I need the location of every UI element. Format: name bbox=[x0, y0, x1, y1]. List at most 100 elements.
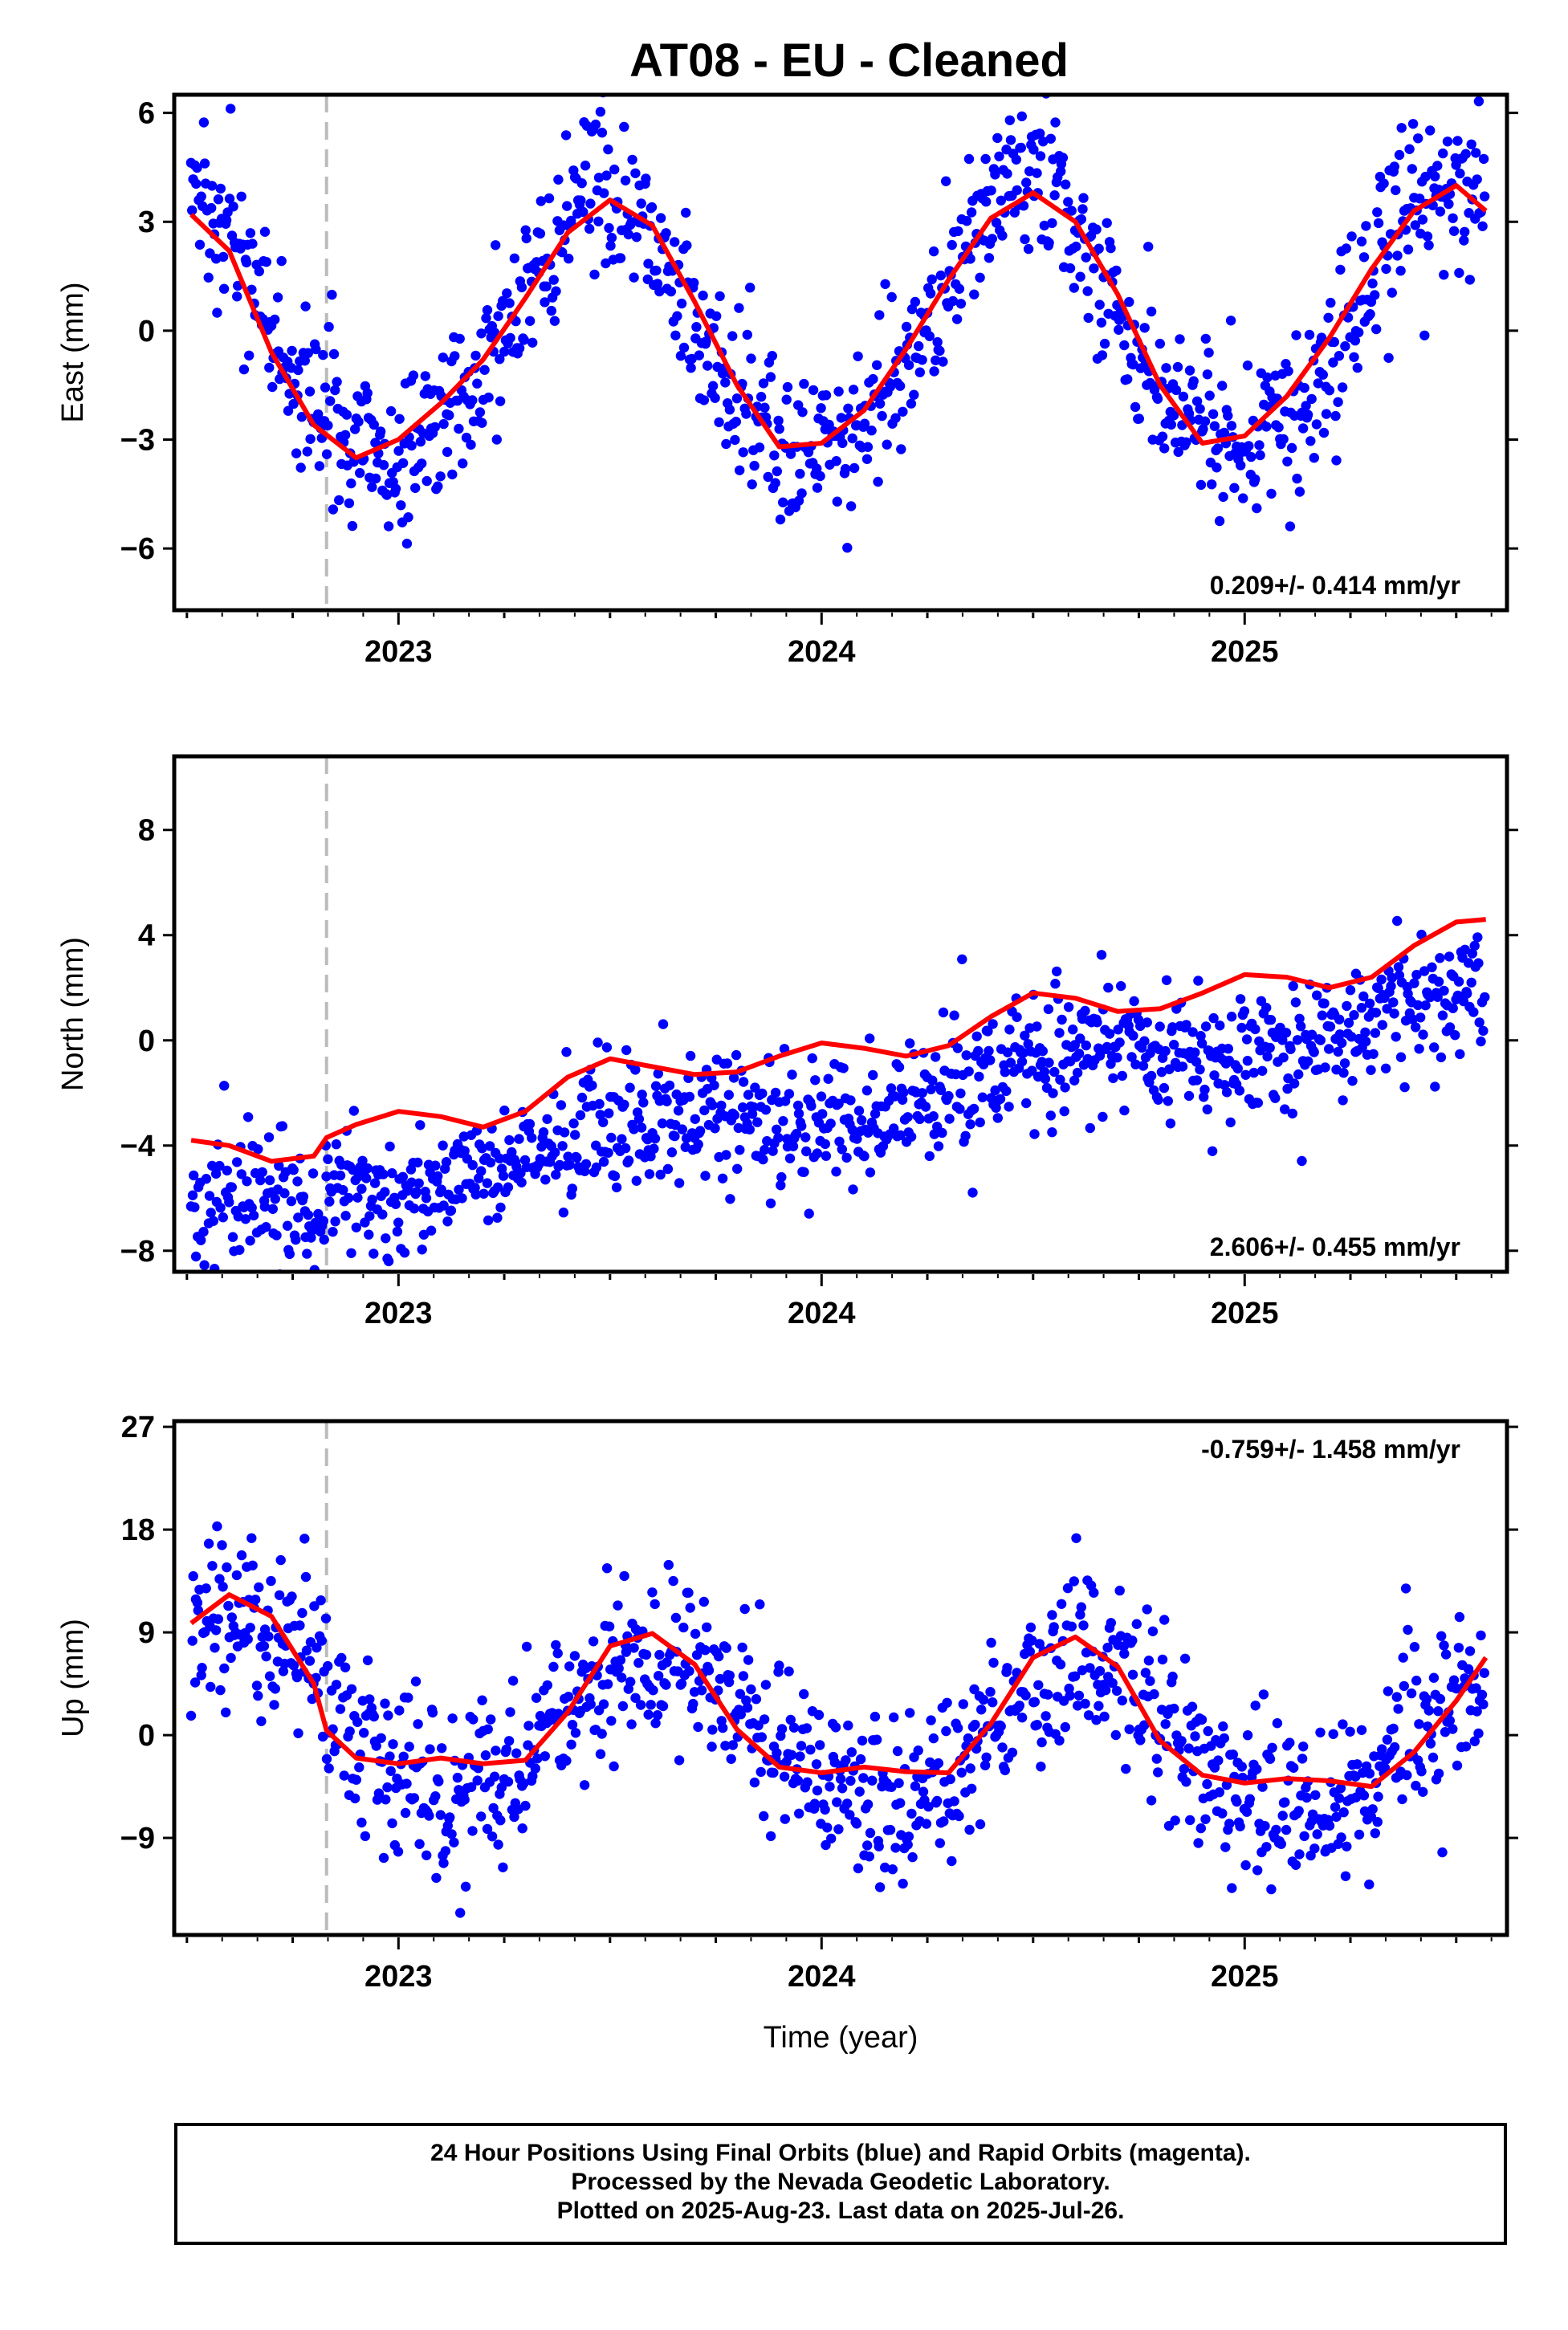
east-point bbox=[1168, 410, 1179, 421]
north-point bbox=[1432, 992, 1443, 1003]
north-point bbox=[1177, 1061, 1188, 1072]
east-point bbox=[682, 240, 692, 251]
north-point bbox=[606, 1132, 617, 1143]
up-point bbox=[400, 1807, 411, 1819]
east-point bbox=[1146, 306, 1157, 317]
east-point bbox=[1056, 166, 1066, 177]
north-point bbox=[1104, 1029, 1115, 1039]
east-point bbox=[1155, 338, 1166, 349]
up-point bbox=[765, 1831, 776, 1842]
up-point bbox=[872, 1734, 882, 1745]
up-point bbox=[278, 1666, 289, 1676]
east-point bbox=[314, 461, 325, 471]
up-point bbox=[702, 1622, 712, 1633]
up-point bbox=[1076, 1602, 1087, 1612]
north-point bbox=[1288, 980, 1298, 992]
up-point bbox=[759, 1714, 770, 1725]
north-point bbox=[555, 1159, 565, 1171]
north-point bbox=[1108, 1073, 1118, 1084]
north-point bbox=[197, 1275, 206, 1285]
north-point bbox=[1292, 1035, 1303, 1045]
north-point bbox=[630, 1065, 641, 1075]
up-point bbox=[495, 1815, 506, 1826]
up-point bbox=[826, 1833, 837, 1844]
north-point bbox=[1377, 1020, 1388, 1030]
north-point bbox=[1420, 1000, 1431, 1011]
up-point bbox=[288, 1660, 299, 1671]
up-point bbox=[981, 1752, 992, 1762]
north-point bbox=[601, 1042, 613, 1053]
east-point bbox=[370, 438, 381, 448]
north-point bbox=[189, 1202, 200, 1212]
east-point bbox=[1278, 434, 1289, 445]
north-point bbox=[737, 1102, 748, 1113]
east-point bbox=[859, 418, 870, 429]
east-point bbox=[1119, 340, 1130, 351]
north-point bbox=[638, 1098, 649, 1108]
east-point bbox=[1134, 413, 1145, 424]
east-point bbox=[1423, 240, 1434, 251]
north-point bbox=[1391, 1032, 1401, 1042]
up-point bbox=[1280, 1797, 1290, 1807]
up-point bbox=[269, 1700, 279, 1710]
north-point bbox=[1193, 976, 1203, 986]
north-point bbox=[199, 1260, 210, 1270]
up-point bbox=[749, 1777, 760, 1788]
east-point bbox=[643, 259, 654, 269]
up-point bbox=[805, 1745, 816, 1755]
north-point bbox=[1208, 1012, 1219, 1024]
up-point bbox=[988, 1697, 998, 1708]
north-point bbox=[198, 1227, 209, 1237]
north-point bbox=[1409, 978, 1419, 988]
up-point bbox=[1421, 1694, 1432, 1705]
east-point bbox=[1207, 479, 1217, 490]
north-point bbox=[1364, 998, 1375, 1009]
up-point bbox=[833, 1824, 844, 1835]
north-point bbox=[1063, 1002, 1074, 1012]
east-point bbox=[435, 471, 446, 482]
east-point bbox=[1333, 397, 1343, 407]
east-point bbox=[619, 121, 629, 132]
east-point bbox=[843, 403, 853, 413]
east-point bbox=[935, 270, 947, 281]
y-tick-label: 18 bbox=[121, 1513, 155, 1547]
y-tick-label: 4 bbox=[138, 919, 155, 953]
up-point bbox=[958, 1699, 969, 1709]
up-point bbox=[1370, 1828, 1381, 1839]
up-point bbox=[381, 1794, 391, 1805]
east-point bbox=[288, 398, 299, 409]
up-point bbox=[707, 1725, 718, 1735]
north-point bbox=[949, 1010, 959, 1020]
north-point bbox=[636, 1122, 647, 1133]
up-point bbox=[1423, 1705, 1435, 1716]
x-tick-label: 2024 bbox=[788, 635, 856, 669]
north-point bbox=[920, 1102, 931, 1112]
north-point bbox=[438, 1140, 448, 1151]
east-point bbox=[1242, 360, 1253, 371]
up-point bbox=[906, 1808, 917, 1819]
up-point bbox=[703, 1665, 715, 1676]
east-point bbox=[727, 331, 738, 341]
north-point bbox=[338, 1185, 348, 1196]
east-point bbox=[1297, 423, 1309, 434]
east-point bbox=[551, 286, 561, 296]
up-point bbox=[658, 1701, 669, 1712]
up-point bbox=[1267, 1742, 1277, 1753]
north-point bbox=[361, 1173, 372, 1183]
east-point bbox=[578, 206, 589, 218]
east-point bbox=[408, 370, 419, 381]
north-point bbox=[558, 1208, 569, 1218]
up-point bbox=[776, 1724, 788, 1734]
north-point bbox=[710, 1123, 720, 1134]
east-point bbox=[442, 446, 453, 458]
up-point bbox=[398, 1751, 409, 1762]
east-point bbox=[1479, 191, 1490, 202]
up-point bbox=[617, 1672, 627, 1683]
north-point bbox=[758, 1154, 768, 1165]
east-point bbox=[1076, 214, 1087, 225]
east-point bbox=[1218, 491, 1228, 503]
x-tick-label: 2024 bbox=[788, 1297, 856, 1330]
east-point bbox=[947, 239, 957, 251]
east-point bbox=[1028, 145, 1039, 155]
north-point bbox=[1315, 1035, 1326, 1045]
